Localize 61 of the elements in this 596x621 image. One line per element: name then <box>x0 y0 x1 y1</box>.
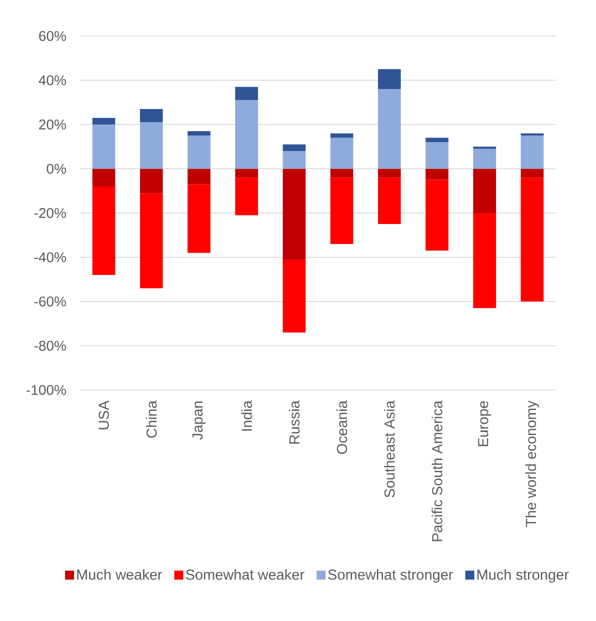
x-tick-label: China <box>146 400 157 438</box>
bar <box>140 193 163 288</box>
bar <box>92 168 116 186</box>
bar <box>92 124 116 169</box>
bar <box>520 168 544 178</box>
legend-label: Somewhat weaker <box>186 569 304 580</box>
bar <box>378 178 401 224</box>
x-tick-label: India <box>241 400 252 431</box>
bar <box>426 168 448 180</box>
bar <box>378 89 401 169</box>
bar <box>378 168 401 178</box>
bar <box>426 138 448 142</box>
y-tick-label: -20% <box>34 208 66 218</box>
legend-label: Much weaker <box>77 569 162 580</box>
legend-label: Much stronger <box>477 569 569 583</box>
bar <box>140 168 163 194</box>
bar <box>282 168 306 260</box>
bar <box>235 86 258 100</box>
legend-label: Somewhat stronger <box>328 569 454 583</box>
bar <box>282 259 306 332</box>
bar <box>282 144 306 152</box>
bar <box>92 186 116 275</box>
bar <box>92 118 116 124</box>
x-tick-label: Japan <box>192 401 206 440</box>
y-tick-label: 40% <box>38 75 66 86</box>
x-tick-label: USA <box>98 400 109 430</box>
x-tick-label: Oceania <box>336 400 348 454</box>
bar <box>235 168 258 178</box>
bar <box>520 136 544 169</box>
bar <box>140 109 163 122</box>
x-tick-label: Europe <box>478 401 492 446</box>
bar <box>188 136 210 169</box>
bar <box>473 148 496 169</box>
bar <box>235 100 258 169</box>
y-tick-label: -40% <box>34 252 66 262</box>
bar <box>426 180 448 251</box>
bar <box>378 69 401 90</box>
x-tick-label: Russia <box>288 400 300 444</box>
bar <box>282 151 306 169</box>
bar <box>473 212 496 308</box>
bar <box>330 168 354 178</box>
y-tick-label: -80% <box>34 340 66 351</box>
bar <box>330 138 354 169</box>
y-tick-label: -100% <box>26 385 66 395</box>
bar <box>520 178 544 302</box>
bar <box>426 142 448 169</box>
x-tick-label: Pacific South America <box>432 400 442 542</box>
bar <box>188 131 210 136</box>
bar <box>473 168 496 213</box>
bar <box>235 178 258 216</box>
y-tick-label: -60% <box>34 296 66 306</box>
x-tick-label: Southeast Asia <box>384 400 395 498</box>
bar <box>330 178 354 244</box>
x-tick-label: The world economy <box>525 400 539 527</box>
bar <box>188 168 210 184</box>
bar <box>188 184 210 253</box>
bar <box>330 133 354 138</box>
y-tick-label: 20% <box>39 120 66 130</box>
y-tick-label: 60% <box>39 31 66 41</box>
y-tick-label: 0% <box>46 164 66 174</box>
bar <box>140 122 163 169</box>
